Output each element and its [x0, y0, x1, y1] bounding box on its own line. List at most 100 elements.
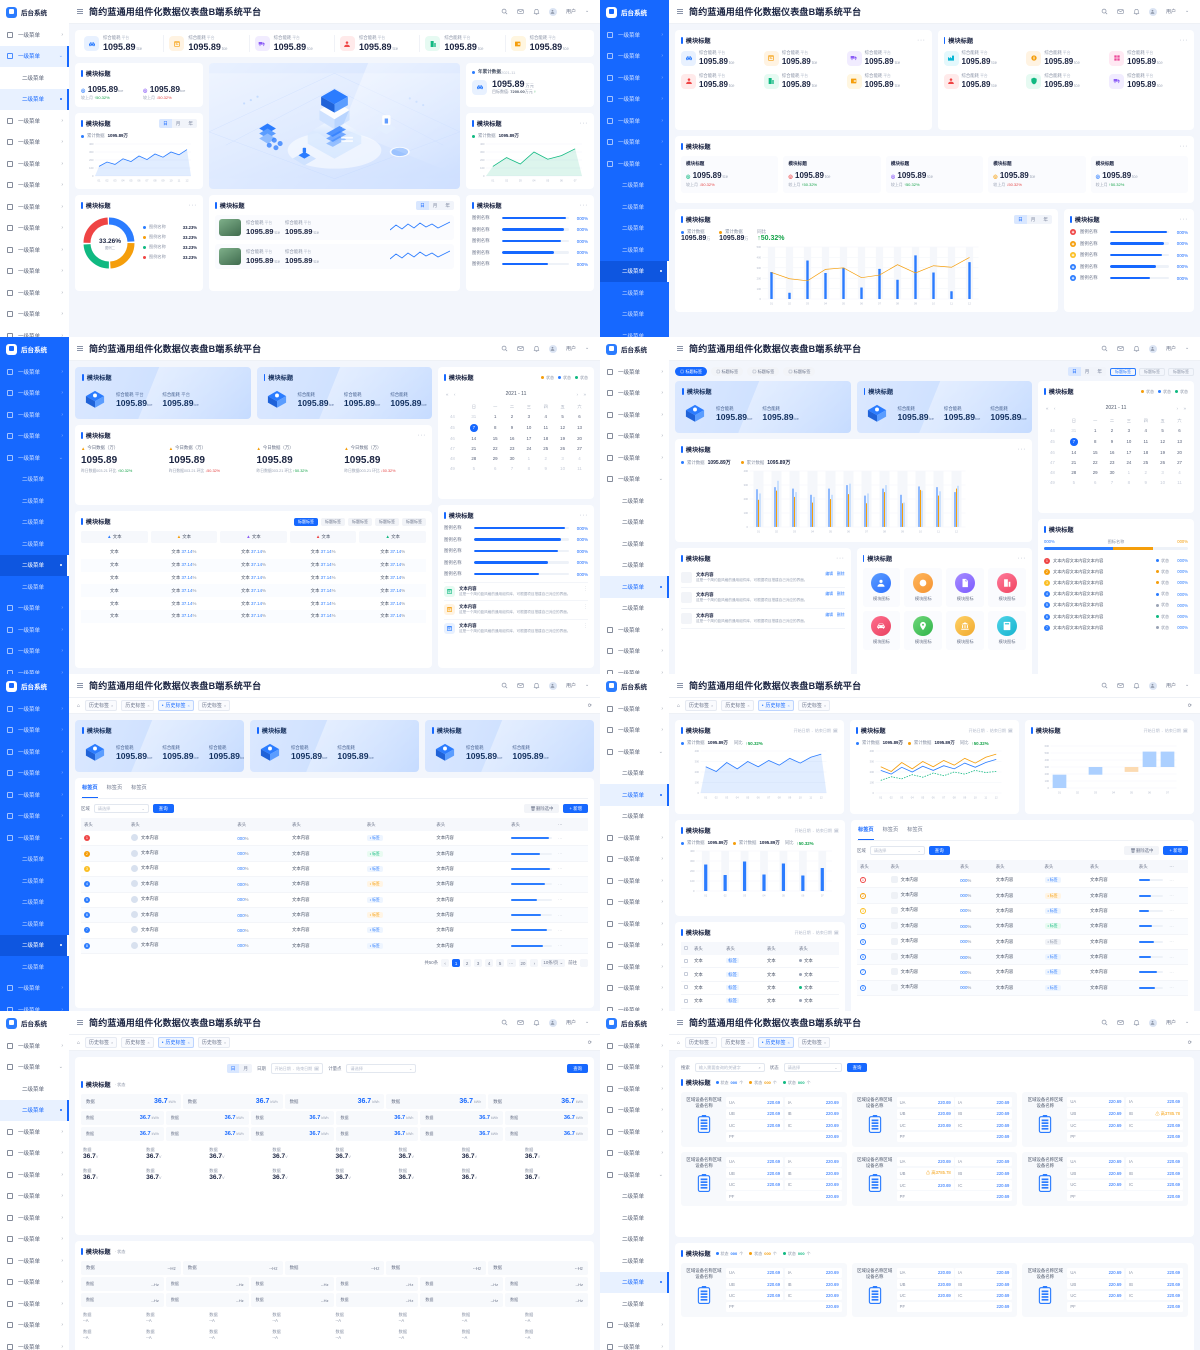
avatar[interactable]	[1148, 681, 1157, 690]
more-icon[interactable]: ···	[188, 202, 197, 209]
sidebar-item-level1[interactable]: 一级菜单 ›	[600, 892, 669, 914]
sidebar-subitem[interactable]: 二级菜单	[600, 555, 669, 577]
calendar-day[interactable]: 20	[577, 436, 582, 442]
calendar-day[interactable]: 20	[1177, 450, 1182, 456]
next-year-icon[interactable]: »	[583, 391, 586, 397]
breadcrumb-item[interactable]: 历史标签 ×	[85, 1037, 118, 1048]
sidebar-item-level1[interactable]: 一级菜单 ›	[600, 89, 669, 111]
sidebar-item-level1[interactable]: 一级菜单 ›	[600, 956, 669, 978]
sidebar-item-level1[interactable]: 一级菜单 ›	[600, 132, 669, 154]
page-3[interactable]: 3	[474, 959, 483, 967]
tab-group[interactable]: 标签页 标签页 标签页	[857, 826, 1188, 841]
breadcrumb-item[interactable]: • 历史标签 ×	[157, 1037, 194, 1048]
add-button[interactable]: + 新增	[563, 804, 588, 813]
edit-link[interactable]: 编辑	[825, 572, 833, 576]
sidebar-item-level1[interactable]: 一级菜单 ›	[0, 598, 69, 620]
mail-icon[interactable]	[517, 1019, 524, 1026]
sidebar-subitem[interactable]: 二级菜单	[0, 88, 69, 110]
calendar-day[interactable]: 3	[1127, 428, 1131, 434]
sidebar-item-level1[interactable]: 一级菜单 ›	[600, 849, 669, 871]
calendar-day[interactable]: 6	[1093, 479, 1097, 485]
region-select[interactable]: 请选择 ⌄	[93, 804, 149, 813]
more-icon[interactable]: ···	[579, 202, 588, 209]
row-checkbox[interactable]	[684, 958, 688, 963]
calendar-day[interactable]: 19	[1160, 450, 1166, 456]
close-icon[interactable]: ×	[747, 703, 750, 708]
search-icon[interactable]	[501, 345, 508, 352]
pagination[interactable]: 共50条 ‹ 1 2 3 4 5 ··· 20 › 10条/页 ⌄ 前往	[81, 954, 588, 967]
nav-tab-0[interactable]: ◎ 标题标签	[675, 367, 708, 376]
calendar-day[interactable]: 25	[543, 446, 549, 452]
sidebar-item-level1[interactable]: 一级菜单 ›	[600, 1057, 669, 1079]
sidebar-item-level1[interactable]: 一级菜单 ›	[0, 1250, 69, 1272]
calendar-day[interactable]: 10	[1126, 439, 1132, 445]
sidebar-item-level1[interactable]: 一级菜单 ›	[0, 1272, 69, 1294]
sidebar-subitem[interactable]: 二级菜单	[600, 1207, 669, 1229]
delete-selected-button[interactable]: 🗑 删除选中	[524, 804, 560, 813]
sidebar-subitem[interactable]: 二级菜单	[0, 490, 69, 512]
sidebar-subitem[interactable]: 二级菜单	[0, 849, 69, 871]
sidebar-subitem[interactable]: 二级菜单	[0, 469, 69, 491]
more-icon[interactable]: ···	[1179, 37, 1188, 44]
sidebar-item-level1[interactable]: 一级菜单 ›	[0, 1121, 69, 1143]
icon-tile[interactable]: 模块图标	[946, 568, 985, 607]
avatar[interactable]	[548, 1018, 557, 1027]
sidebar-item-level1[interactable]: 一级菜单 ›	[600, 46, 669, 68]
row-actions[interactable]: ···	[1166, 918, 1188, 935]
calendar-day[interactable]: 2	[510, 414, 514, 420]
sidebar-item-level1[interactable]: 一级菜单 ›	[600, 1143, 669, 1165]
search-icon[interactable]	[501, 8, 508, 15]
bell-icon[interactable]	[1133, 345, 1140, 352]
device-card[interactable]: 区域设备名称区域设备名称 UA 220.69 IA 220.69 UB ⚠ 高3785.78…	[851, 1151, 1018, 1207]
close-icon[interactable]: ×	[187, 703, 190, 708]
sidebar-item-level1[interactable]: 一级菜单 ›	[0, 218, 69, 240]
avatar[interactable]	[1148, 1018, 1157, 1027]
sidebar-subitem[interactable]: 二级菜单	[600, 196, 669, 218]
sidebar-subitem[interactable]: 二级菜单	[0, 554, 69, 576]
sidebar-subitem[interactable]: 二级菜单	[0, 67, 69, 89]
calendar-day[interactable]: 10	[560, 465, 566, 471]
sidebar-item-level1[interactable]: 一级菜单 ›	[0, 1229, 69, 1251]
calendar-day[interactable]: 10	[526, 425, 532, 431]
calendar-grid[interactable]: 日一二三四五六 44 31 1 2 3 4 5 6 45 7 8 9 10 11 12 13 46 14 15 16 17…	[444, 401, 588, 473]
row-actions[interactable]: ···	[555, 861, 588, 878]
icon-tile[interactable]: 模块图标	[946, 611, 985, 650]
sidebar-subitem[interactable]: 二级菜单	[0, 934, 69, 956]
sidebar-subitem[interactable]: 二级菜单	[600, 282, 669, 304]
calendar-day[interactable]: 16	[1109, 450, 1115, 456]
range-segmented[interactable]: 日月年	[1014, 215, 1052, 224]
more-icon[interactable]: ···	[417, 432, 426, 439]
sidebar-subitem[interactable]: 二级菜单	[600, 1250, 669, 1272]
sidebar-item-level1[interactable]: 一级菜单 ›	[0, 662, 69, 674]
sidebar-subitem[interactable]: 二级菜单	[600, 239, 669, 261]
sidebar-item-level1[interactable]: 一级菜单 ›	[0, 110, 69, 132]
calendar-day[interactable]: 15	[1092, 450, 1098, 456]
page-···[interactable]: ···	[507, 959, 516, 967]
calendar-day[interactable]: 24	[526, 446, 532, 452]
sidebar-subitem[interactable]: 二级菜单	[600, 218, 669, 240]
breadcrumb[interactable]: ⌂ 历史标签 × 历史标签 × • 历史标签 × 历史标签 × ⟳	[669, 698, 1200, 714]
calendar-day[interactable]: 28	[471, 456, 477, 462]
tab-1[interactable]: 标签页	[882, 827, 899, 833]
more-icon[interactable]: ···	[1017, 555, 1026, 562]
chevron-down-icon[interactable]: ⌄	[585, 1019, 590, 1025]
calendar-day[interactable]: 13	[577, 425, 582, 431]
sidebar[interactable]: 后台系统 一级菜单 › 一级菜单 › 一级菜单 › 一级菜单 › 一级菜单 › 一级菜单 ⌄ 二级菜单 二级…	[600, 337, 669, 674]
sidebar-item-level1[interactable]: 一级菜单 ›	[600, 999, 669, 1011]
sidebar-item-level1[interactable]: 一级菜单 ›	[600, 913, 669, 935]
search-icon[interactable]	[1101, 345, 1108, 352]
status-select[interactable]: 请选择 ⌄	[783, 1063, 842, 1072]
tab-0[interactable]: 标题标签	[294, 517, 318, 526]
more-icon[interactable]: ···	[1179, 216, 1188, 223]
add-button[interactable]: + 新增	[1163, 846, 1188, 855]
sidebar-subitem[interactable]: 二级菜单	[600, 325, 669, 337]
sidebar-item-level1[interactable]: 一级菜单 ›	[0, 806, 69, 828]
sidebar-item-level1[interactable]: 一级菜单 ›	[0, 720, 69, 742]
sidebar-item-level1[interactable]: 一级菜单 ›	[0, 763, 69, 785]
sidebar-item-level1[interactable]: 一级菜单 ›	[600, 698, 669, 720]
sidebar-item-level1[interactable]: 一级菜单 ⌄	[0, 447, 69, 469]
range-segmented[interactable]: 日月年	[1068, 367, 1106, 376]
calendar-day[interactable]: 4	[1178, 470, 1181, 476]
breadcrumb-item[interactable]: 历史标签 ×	[797, 1037, 831, 1048]
menu-collapse-icon[interactable]	[677, 1020, 683, 1025]
